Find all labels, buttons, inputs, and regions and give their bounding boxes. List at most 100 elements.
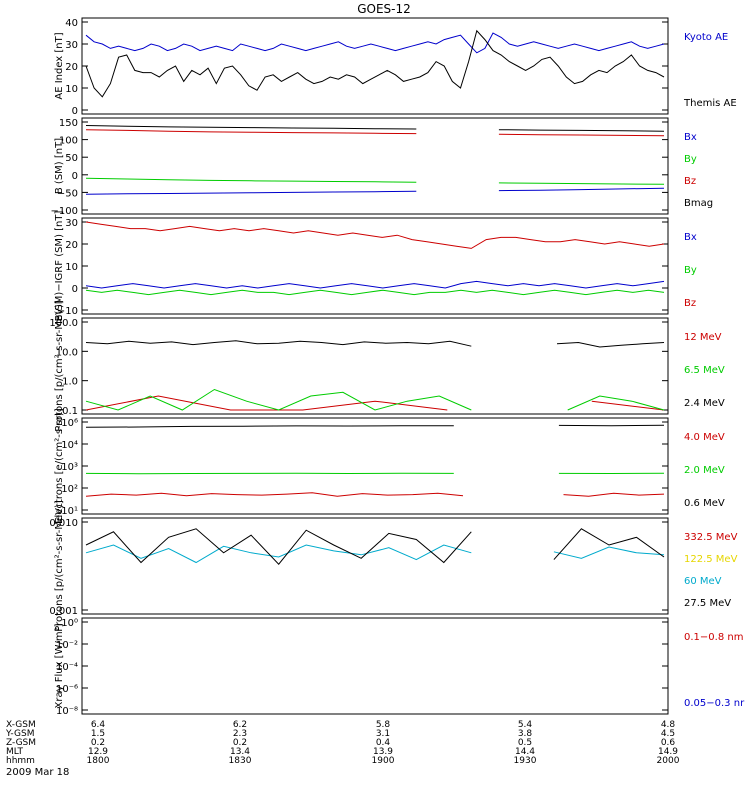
panels: 40 30 20 10 0 AE Index [nT] Kyoto AE Themis AE 1… <box>49 17 745 717</box>
legend-red: 4.0 MeV <box>684 432 725 443</box>
series-line-green <box>85 388 665 411</box>
panel-frame <box>81 517 669 615</box>
ephem-value: 6.2 <box>233 720 247 730</box>
legend-red: Bz <box>684 176 696 187</box>
y-tick-label: 10⁶ <box>61 418 78 429</box>
series-line-green <box>85 177 665 185</box>
ephem-value: 12.9 <box>88 747 108 757</box>
y-tick-label: 0.1 <box>62 406 78 417</box>
panel-1: 150 100 50 0 −50 −100 B (SM) [nT] Bx By Bz Bmag <box>51 117 713 217</box>
ephem-value: 4.5 <box>661 729 675 739</box>
panel-2: 30 20 10 0 −10B(SM)−IGRF (SM) [nT] Bx By Bz <box>54 211 697 322</box>
y-tick-label: 10.0 <box>56 347 78 358</box>
ephem-value: 14.4 <box>515 747 535 757</box>
ephemeris-table: X-GSM 6.4 6.2 5.8 5.4 4.8 Y-GSM 1.5 2.3 3.1 3.8 4.5… <box>5 720 680 766</box>
series-line-red <box>85 395 665 411</box>
panel-frame <box>81 617 669 715</box>
ephem-value: 5.4 <box>518 720 533 730</box>
y-tick-label: 50 <box>65 153 78 164</box>
legend-black: Bmag <box>684 198 713 209</box>
y-tick-label: 10⁻⁸ <box>56 706 78 717</box>
y-tick-label: 10⁻² <box>56 640 78 651</box>
legend-red: 12 MeV <box>684 332 722 343</box>
ephem-value: 2.3 <box>233 729 247 739</box>
legend-green: 6.5 MeV <box>684 365 725 376</box>
ephem-value: 13.9 <box>373 747 393 757</box>
ephem-value: 0.6 <box>661 738 676 748</box>
legend-blue: Kyoto AE <box>684 32 728 43</box>
ephem-label: hhmm <box>6 756 35 766</box>
ephem-value: 1800 <box>87 756 110 766</box>
panel-frame <box>81 417 669 515</box>
series-line-black <box>85 29 665 98</box>
series-line-black <box>85 424 665 428</box>
y-tick-label: 150 <box>59 118 78 129</box>
y-axis-label: AE Index [nT] <box>54 32 65 99</box>
panel-frame <box>81 317 669 415</box>
panel-frame <box>81 117 669 215</box>
y-tick-label: 1.0 <box>62 377 78 388</box>
ephem-value: 4.8 <box>661 720 676 730</box>
date-label: 2009 Mar 18 <box>6 767 69 778</box>
series-line-blue <box>85 280 665 289</box>
ephem-value: 1.5 <box>91 729 105 739</box>
y-tick-label: 0 <box>72 284 78 295</box>
y-tick-label: 10⁻⁶ <box>56 684 78 695</box>
plot-title: GOES-12 <box>357 2 411 16</box>
legend-red: 332.5 MeV <box>684 532 738 543</box>
y-tick-label: 10⁴ <box>61 440 78 451</box>
series-line-blue <box>85 32 665 54</box>
y-tick-label: 40 <box>65 18 78 29</box>
legend-green: By <box>684 265 697 276</box>
legend-cyan: 60 MeV <box>684 576 722 587</box>
panel-0: 40 30 20 10 0 AE Index [nT] Kyoto AE Themis AE <box>54 17 737 117</box>
y-tick-label: 10⁰ <box>61 618 78 629</box>
y-axis-label: Electrons [e/(cm²-s-sr)] <box>54 408 65 524</box>
legend-black: Themis AE <box>683 98 737 109</box>
ephem-value: 6.4 <box>91 720 106 730</box>
y-tick-label: 10³ <box>61 462 78 473</box>
series-line-black <box>85 528 665 565</box>
y-tick-label: 10⁻⁴ <box>56 662 78 673</box>
y-tick-label: 30 <box>65 218 78 229</box>
ephem-value: 0.2 <box>91 738 105 748</box>
y-tick-label: 10 <box>65 262 78 273</box>
legend-black: 27.5 MeV <box>684 598 731 609</box>
legend-blue: 0.05−0.3 nr <box>684 698 745 709</box>
panel-frame <box>81 217 669 315</box>
y-tick-label: 0.001 <box>49 606 78 617</box>
ephem-value: 0.5 <box>518 738 532 748</box>
y-axis-label: Protons [p/(cm²-s-sr-MeV)] <box>54 500 65 632</box>
legend-black: 2.4 MeV <box>684 398 725 409</box>
series-line-cyan <box>85 544 665 564</box>
y-tick-label: 10² <box>61 484 78 495</box>
ephem-value: 2000 <box>657 756 680 766</box>
series-line-red <box>85 129 665 137</box>
y-tick-label: 0.010 <box>49 518 78 529</box>
legend-green: 2.0 MeV <box>684 465 725 476</box>
series-line-black <box>85 125 665 132</box>
legend-blue: Bx <box>684 132 697 143</box>
legend-red: Bz <box>684 298 696 309</box>
y-tick-label: 0 <box>72 171 78 182</box>
ephem-value: 0.2 <box>233 738 247 748</box>
y-tick-label: 20 <box>65 240 78 251</box>
legend-red: 0.1−0.8 nm <box>684 632 743 643</box>
ephem-value: 1830 <box>229 756 252 766</box>
ephem-value: 13.4 <box>230 747 250 757</box>
y-tick-label: 100.0 <box>49 318 78 329</box>
y-tick-label: 10 <box>65 84 78 95</box>
panel-frame <box>81 17 669 115</box>
y-tick-label: 10¹ <box>61 506 78 517</box>
y-tick-label: −10 <box>57 306 78 317</box>
y-axis-label: Xray Flux [W/m²] <box>54 623 65 708</box>
series-line-black <box>85 340 665 348</box>
ephem-value: 3.1 <box>376 729 390 739</box>
ephem-value: 5.8 <box>376 720 391 730</box>
legend-green: By <box>684 154 697 165</box>
ephem-value: 1930 <box>514 756 537 766</box>
ephem-label: Z-GSM <box>6 738 36 748</box>
series-line-red <box>85 492 665 497</box>
